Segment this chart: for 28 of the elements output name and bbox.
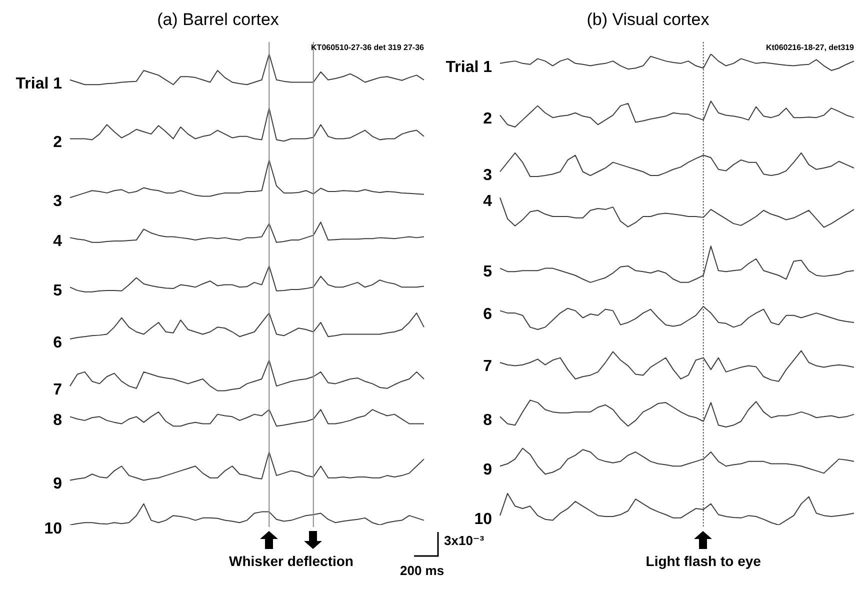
text: 3x10⁻³: [444, 533, 484, 548]
series-label: 4: [483, 193, 492, 210]
series-label: 7: [483, 358, 492, 375]
series-label: 7: [53, 381, 62, 398]
series-label: 2: [53, 134, 62, 152]
text: Whisker deflection: [229, 553, 354, 569]
series-label: Trial 1: [16, 75, 62, 92]
series-label: Trial 1: [446, 58, 492, 76]
series-label: 9: [483, 462, 492, 479]
series-label: 5: [483, 264, 492, 281]
text: Light flash to eye: [646, 553, 761, 569]
series-label: 10: [44, 520, 62, 538]
chart-title: (a) Barrel cortex: [157, 10, 279, 29]
chart-title: (b) Visual cortex: [586, 10, 710, 29]
text: KT060510-27-36 det 319 27-36: [311, 43, 425, 52]
series-label: 9: [53, 476, 62, 493]
series-label: 4: [53, 233, 62, 250]
series-label: 8: [483, 412, 492, 430]
text: Kt060216-18-27, det319: [766, 43, 855, 52]
series-label: 6: [483, 306, 492, 324]
series-label: 10: [474, 510, 492, 528]
series-label: 2: [483, 110, 492, 128]
series-label: 6: [53, 334, 62, 352]
text: 200 ms: [400, 563, 444, 578]
series-label: 5: [53, 282, 62, 300]
series-label: 8: [53, 412, 62, 430]
series-label: 3: [53, 193, 62, 210]
series-label: 3: [483, 167, 492, 184]
